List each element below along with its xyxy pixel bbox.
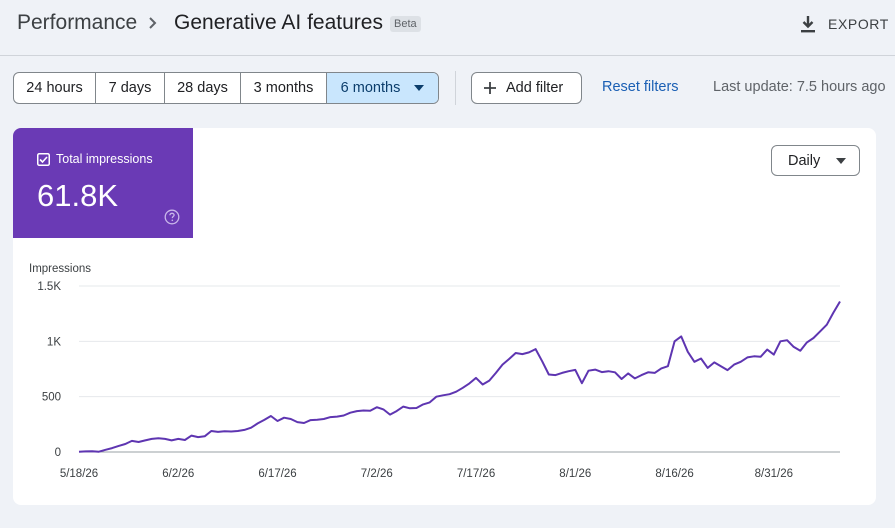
x-tick-label: 6/17/26	[258, 468, 296, 480]
granularity-value: Daily	[788, 152, 821, 169]
range-label: 24 hours	[26, 80, 83, 96]
help-icon[interactable]	[164, 209, 180, 225]
metric-total-impressions[interactable]: Total impressions 61.8K	[13, 128, 193, 238]
range-label: 6 months	[340, 80, 401, 96]
y-tick-label: 0	[55, 447, 61, 459]
export-button[interactable]: EXPORT	[797, 12, 889, 36]
last-update-text: Last update: 7.5 hours ago	[713, 79, 886, 95]
x-tick-label: 8/1/26	[559, 468, 591, 480]
range-7-days[interactable]: 7 days	[96, 73, 165, 103]
x-tick-label: 8/16/26	[655, 468, 693, 480]
chart-card: Total impressions 61.8K Daily Impression…	[13, 128, 876, 505]
chevron-right-icon	[149, 17, 157, 29]
caret-down-icon	[414, 85, 425, 91]
impressions-series-line	[78, 300, 841, 453]
range-28-days[interactable]: 28 days	[165, 73, 241, 103]
caret-down-icon	[836, 157, 847, 164]
x-tick-label: 7/17/26	[457, 468, 495, 480]
checkbox-checked-icon[interactable]	[37, 153, 50, 166]
range-label: 28 days	[177, 80, 228, 96]
y-tick-label: 1K	[47, 336, 61, 348]
range-label: 3 months	[253, 80, 314, 96]
download-icon	[801, 16, 815, 33]
range-6-months[interactable]: 6 months	[327, 73, 438, 103]
granularity-select[interactable]: Daily	[771, 145, 860, 176]
page-title: Generative AI features	[174, 11, 383, 34]
y-axis-label: Impressions	[29, 263, 91, 275]
x-tick-label: 7/2/26	[361, 468, 393, 480]
beta-badge: Beta	[390, 16, 421, 32]
x-tick-label: 8/31/26	[755, 468, 793, 480]
page-header: Performance Generative AI features Beta …	[0, 0, 895, 56]
date-range-selector: 24 hours 7 days 28 days 3 months 6 month…	[13, 72, 439, 104]
metric-label: Total impressions	[56, 152, 153, 166]
metric-value: 61.8K	[37, 178, 119, 213]
reset-filters-link[interactable]: Reset filters	[602, 79, 679, 95]
plus-icon	[484, 82, 496, 94]
toolbar-divider	[455, 71, 456, 105]
add-filter-label: Add filter	[506, 80, 564, 96]
export-label: EXPORT	[828, 16, 889, 32]
impressions-chart: Impressions 0 500 1K 1.5K 5/18/26 6/2/26 6/17…	[29, 263, 841, 480]
y-tick-label: 500	[42, 392, 61, 404]
x-tick-label: 6/2/26	[162, 468, 194, 480]
y-tick-label: 1.5K	[37, 281, 61, 293]
x-tick-label: 5/18/26	[60, 468, 98, 480]
range-label: 7 days	[108, 80, 152, 96]
add-filter-button[interactable]: Add filter	[471, 72, 582, 104]
range-24-hours[interactable]: 24 hours	[14, 73, 96, 103]
breadcrumb-performance[interactable]: Performance	[17, 11, 138, 34]
range-3-months[interactable]: 3 months	[241, 73, 327, 103]
